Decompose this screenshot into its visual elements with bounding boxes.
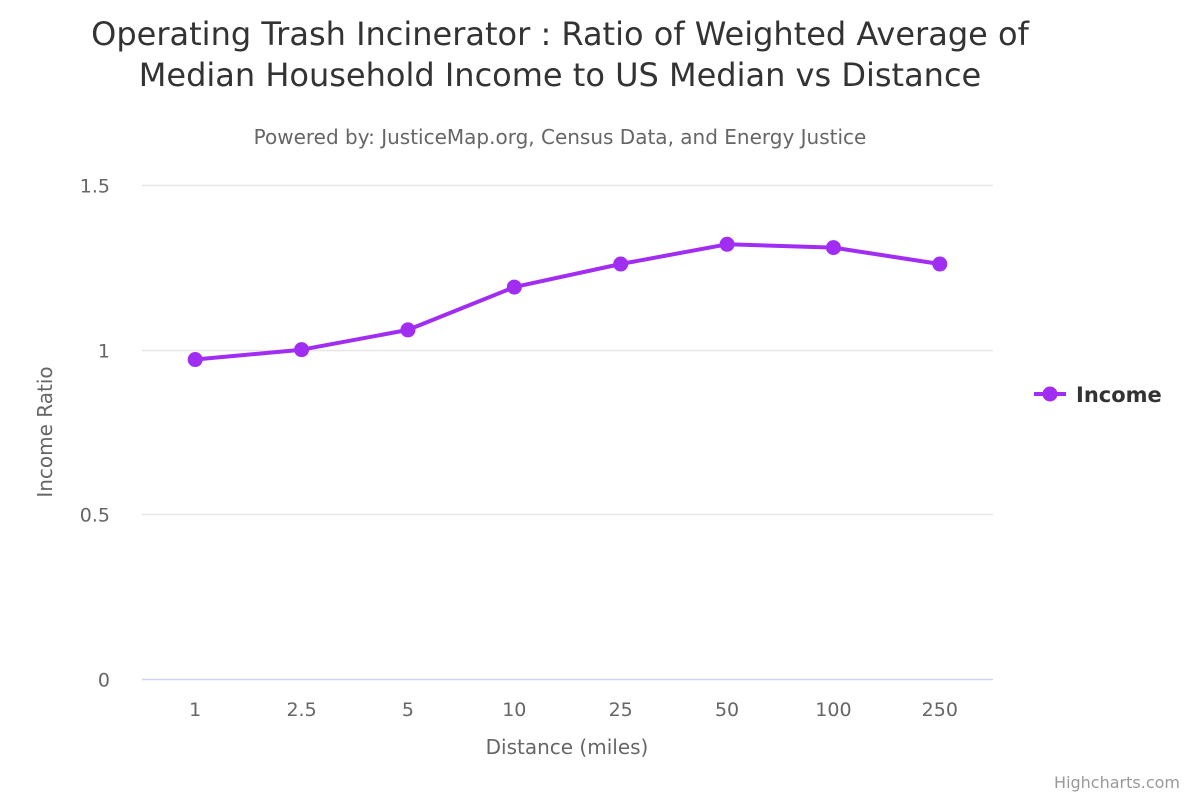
data-point[interactable] xyxy=(506,279,522,295)
x-tick-label: 25 xyxy=(609,699,633,721)
credits-link[interactable]: Highcharts.com xyxy=(1054,773,1180,792)
data-point[interactable] xyxy=(719,236,735,252)
x-axis-title: Distance (miles) xyxy=(486,735,649,759)
series-line xyxy=(193,242,942,362)
x-tick-label: 1 xyxy=(189,699,201,721)
data-point[interactable] xyxy=(187,352,203,368)
legend[interactable]: Income xyxy=(1034,383,1162,407)
chart-title: Operating Trash Incinerator : Ratio of W… xyxy=(91,15,1029,94)
y-tick-label: 1 xyxy=(98,341,110,363)
grid-lines xyxy=(142,184,993,681)
data-point[interactable] xyxy=(400,322,416,338)
x-axis: 1 2.5 5 10 25 50 100 250 xyxy=(189,699,958,721)
x-tick-label: 5 xyxy=(402,699,414,721)
y-tick-label: 1.5 xyxy=(80,176,110,198)
y-tick-label: 0 xyxy=(98,670,110,692)
y-tick-label: 0.5 xyxy=(80,505,110,527)
x-tick-label: 2.5 xyxy=(286,699,316,721)
x-tick-label: 50 xyxy=(715,699,739,721)
data-point[interactable] xyxy=(932,256,948,272)
legend-item-label[interactable]: Income xyxy=(1076,383,1162,407)
series-income[interactable] xyxy=(187,236,948,368)
data-point[interactable] xyxy=(294,342,310,358)
y-axis-title: Income Ratio xyxy=(33,366,57,497)
y-axis: 0 0.5 1 1.5 xyxy=(80,176,110,692)
x-tick-label: 250 xyxy=(922,699,958,721)
x-tick-label: 100 xyxy=(815,699,851,721)
x-tick-label: 10 xyxy=(502,699,526,721)
chart-subtitle: Powered by: JusticeMap.org, Census Data,… xyxy=(253,125,867,149)
legend-marker-symbol xyxy=(1042,386,1058,402)
data-point[interactable] xyxy=(825,240,841,256)
data-point[interactable] xyxy=(613,256,629,272)
